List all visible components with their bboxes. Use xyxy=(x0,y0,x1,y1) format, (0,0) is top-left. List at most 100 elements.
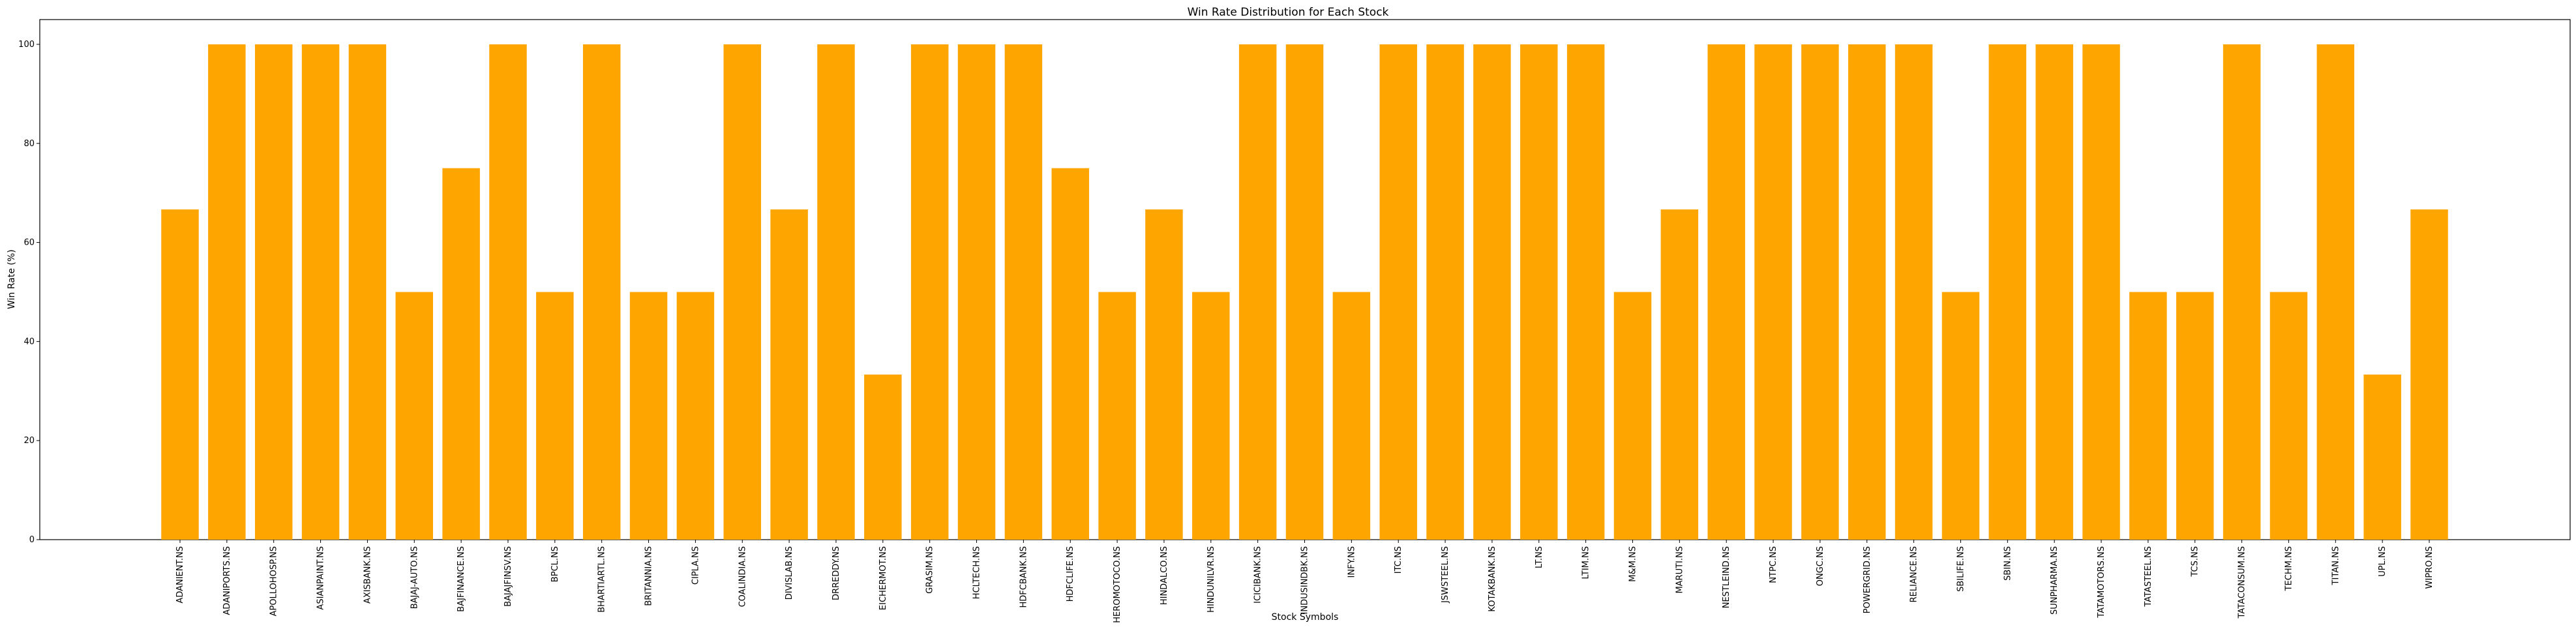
x-tick-label: NTPC.NS xyxy=(1769,546,1778,583)
x-tick-label: KOTAKBANK.NS xyxy=(1488,546,1497,612)
bar-bajfinance-ns xyxy=(442,168,480,540)
bar-techm-ns xyxy=(2269,292,2308,540)
bar-itc-ns xyxy=(1379,44,1417,540)
x-tick-label: HDFCLIFE.NS xyxy=(1066,546,1075,602)
bar-hdfclife-ns xyxy=(1051,168,1089,540)
x-tick-label: BAJFINANCE.NS xyxy=(457,546,466,612)
y-tick-label: 0 xyxy=(29,535,35,545)
x-tick-label: ITC.NS xyxy=(1394,546,1403,574)
bar-sunpharma-ns xyxy=(2035,44,2073,540)
x-axis: ADANIENT.NS ADANIPORTS.NS APOLLOHOSP.NS ASI… xyxy=(175,540,2434,623)
y-axis: 0 20 40 60 80 100 xyxy=(18,40,40,545)
bar-britannia-ns xyxy=(629,292,668,540)
x-tick-label: BAJAJ-AUTO.NS xyxy=(410,546,419,609)
x-tick-label: INFY.NS xyxy=(1347,546,1356,577)
x-tick-label: LTIM.NS xyxy=(1581,546,1591,579)
y-tick-label: 100 xyxy=(18,40,35,50)
x-tick-label: SBILIFE.NS xyxy=(1956,546,1966,592)
bar-hindunilvr-ns xyxy=(1192,292,1230,540)
bar-asianpaint-ns xyxy=(301,44,340,540)
x-tick-label: ADANIENT.NS xyxy=(175,546,185,604)
bar-reliance-ns xyxy=(1895,44,1933,540)
bar-eichermot-ns xyxy=(864,375,902,540)
bar-hindalco-ns xyxy=(1145,209,1183,540)
x-tick-label: APOLLOHOSP.NS xyxy=(269,546,279,616)
x-tick-label: TITAN.NS xyxy=(2331,546,2341,585)
bar-adaniports-ns xyxy=(208,44,246,540)
x-tick-label: ADANIPORTS.NS xyxy=(222,546,232,615)
y-tick-label: 80 xyxy=(23,139,35,149)
x-axis-title: Stock Symbols xyxy=(1272,612,1339,623)
bar-indusindbk-ns xyxy=(1285,44,1324,540)
bar-apollohosp-ns xyxy=(254,44,293,540)
bar-wipro-ns xyxy=(2410,209,2448,540)
x-tick-label: MARUTI.NS xyxy=(1675,546,1685,594)
bar-adanient-ns xyxy=(161,209,199,540)
bar-kotakbank-ns xyxy=(1473,44,1511,540)
bar-ltim-ns xyxy=(1566,44,1605,540)
x-tick-label: BRITANNIA.NS xyxy=(644,546,654,606)
x-tick-label: TATACONSUM.NS xyxy=(2238,546,2247,619)
x-tick-label: WIPRO.NS xyxy=(2425,546,2434,589)
x-tick-label: NESTLEIND.NS xyxy=(1722,546,1731,608)
bar-heromotoco-ns xyxy=(1098,292,1136,540)
x-tick-label: HINDUNILVR.NS xyxy=(1206,546,1216,613)
x-tick-label: BHARTIARTL.NS xyxy=(597,546,607,613)
x-tick-label: AXISBANK.NS xyxy=(363,546,372,604)
x-tick-label: BAJAJFINSV.NS xyxy=(503,546,513,607)
chart-title: Win Rate Distribution for Each Stock xyxy=(1188,6,1389,19)
bar-tatasteel-ns xyxy=(2129,292,2167,540)
y-tick-label: 20 xyxy=(23,436,35,446)
bar-sbin-ns xyxy=(1988,44,2027,540)
x-tick-label: HDFCBANK.NS xyxy=(1019,546,1028,608)
x-tick-label: HCLTECH.NS xyxy=(972,546,982,599)
bar-divislab-ns xyxy=(770,209,808,540)
x-tick-label: CIPLA.NS xyxy=(691,546,700,585)
x-tick-label: UPL.NS xyxy=(2378,546,2388,577)
x-tick-label: RELIANCE.NS xyxy=(1910,546,1919,602)
bar-lt-ns xyxy=(1520,44,1558,540)
bar-bajaj-auto-ns xyxy=(395,292,434,540)
bar-ntpc-ns xyxy=(1754,44,1792,540)
x-tick-label: HINDALCO.NS xyxy=(1160,546,1169,605)
bar-jswsteel-ns xyxy=(1426,44,1464,540)
x-tick-label: EICHERMOT.NS xyxy=(878,546,888,610)
bar-ongc-ns xyxy=(1801,44,1839,540)
bar-tatamotors-ns xyxy=(2082,44,2120,540)
x-tick-label: DRREDDY.NS xyxy=(831,546,841,600)
x-tick-label: TCS.NS xyxy=(2191,546,2200,577)
bar-maruti-ns xyxy=(1660,209,1699,540)
x-tick-label: COALINDIA.NS xyxy=(738,546,747,607)
x-tick-label: ONGC.NS xyxy=(1816,546,1825,586)
x-tick-label: SBIN.NS xyxy=(2003,546,2013,581)
plot-area: 0 20 40 60 80 100 ADANIENT.NS ADANIPORTS.NS APO… xyxy=(18,19,2571,623)
bar-grasim-ns xyxy=(910,44,949,540)
x-tick-label: JSWSTEEL.NS xyxy=(1441,546,1450,604)
bar-powergrid-ns xyxy=(1848,44,1886,540)
x-tick-label: TATAMOTORS.NS xyxy=(2097,546,2106,619)
y-tick-label: 60 xyxy=(23,238,35,248)
x-tick-label: HEROMOTOCO.NS xyxy=(1113,546,1122,623)
bar-cipla-ns xyxy=(676,292,715,540)
bar-m-m-ns xyxy=(1613,292,1652,540)
bar-bhartiartl-ns xyxy=(582,44,621,540)
bar-nestleind-ns xyxy=(1707,44,1745,540)
bar-drreddy-ns xyxy=(817,44,855,540)
x-tick-label: GRASIM.NS xyxy=(925,546,935,594)
bar-hcltech-ns xyxy=(957,44,996,540)
x-tick-label: DIVISLAB.NS xyxy=(785,546,794,600)
x-tick-label: M&M.NS xyxy=(1628,546,1638,582)
y-axis-title: Win Rate (%) xyxy=(7,249,17,309)
x-tick-label: BPCL.NS xyxy=(550,546,560,582)
bar-bajajfinsv-ns xyxy=(489,44,527,540)
bar-upl-ns xyxy=(2363,375,2401,540)
bar-icicibank-ns xyxy=(1238,44,1277,540)
bar-infy-ns xyxy=(1332,292,1371,540)
x-tick-label: TECHM.NS xyxy=(2284,546,2294,591)
x-tick-label: LT.NS xyxy=(1535,546,1544,568)
bar-tcs-ns xyxy=(2176,292,2214,540)
x-tick-label: POWERGRID.NS xyxy=(1863,546,1872,613)
x-tick-label: SUNPHARMA.NS xyxy=(2050,546,2059,615)
bar-bpcl-ns xyxy=(536,292,574,540)
